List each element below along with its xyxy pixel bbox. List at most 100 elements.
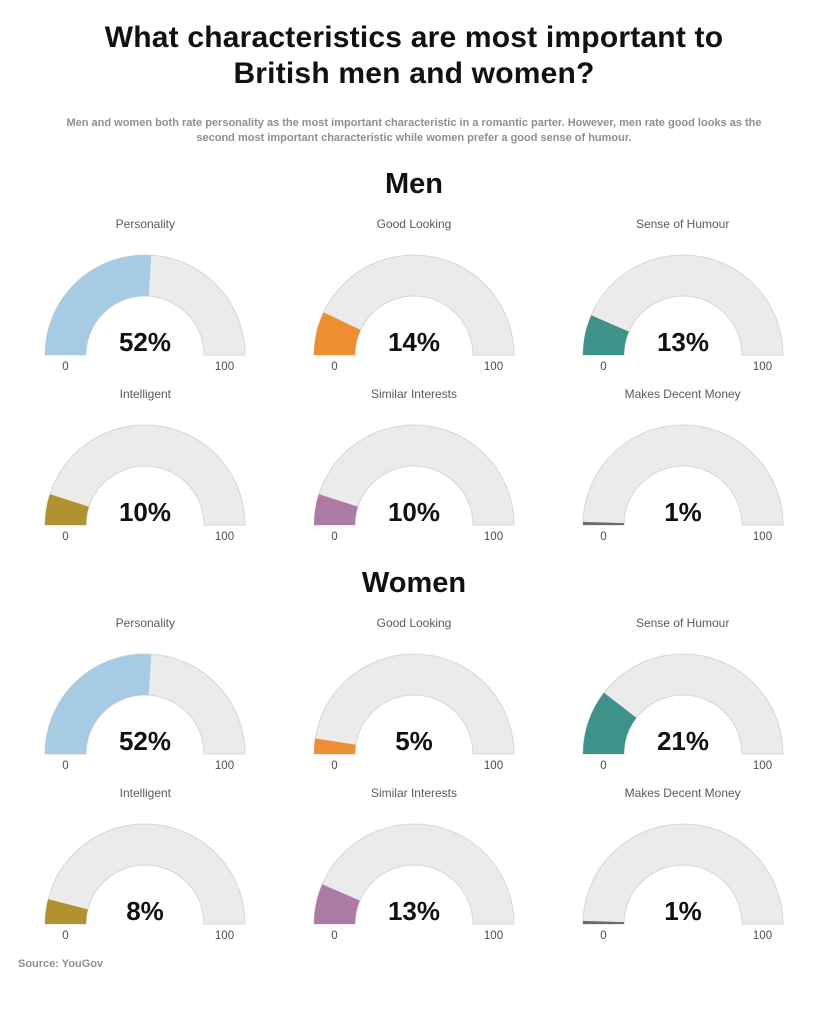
gauge-grid-women: Personality 52% 0 100 Good Looking 5% 0 100 Sens… bbox=[0, 610, 828, 944]
gauge-title: Good Looking bbox=[376, 616, 452, 630]
gauge-axis-max: 100 bbox=[753, 361, 772, 373]
gauge-chart: 10% 0 100 bbox=[313, 424, 515, 543]
gauge-women-intelligent: Intelligent 8% 0 100 bbox=[14, 780, 277, 944]
gauge-axis-max: 100 bbox=[484, 361, 503, 373]
source-credit: Source: YouGov bbox=[18, 958, 104, 970]
gauge-fill bbox=[313, 312, 361, 355]
gauge-men-sense-of-humour: Sense of Humour 13% 0 100 bbox=[551, 211, 814, 375]
gauge-chart: 52% 0 100 bbox=[44, 653, 246, 772]
gauge-title: Intelligent bbox=[119, 786, 172, 800]
gauge-chart: 14% 0 100 bbox=[313, 254, 515, 373]
gauge-men-good-looking: Good Looking 14% 0 100 bbox=[283, 211, 546, 375]
gauge-men-personality: Personality 52% 0 100 bbox=[14, 211, 277, 375]
gauge-axis-min: 0 bbox=[331, 760, 337, 772]
gauge-track bbox=[582, 823, 784, 925]
gauge-axis-max: 100 bbox=[753, 930, 772, 942]
gauge-track bbox=[582, 424, 784, 526]
gauge-fill bbox=[45, 255, 152, 355]
gauge-fill bbox=[582, 920, 624, 924]
gauge-title: Makes Decent Money bbox=[624, 387, 741, 401]
gauge-axis-max: 100 bbox=[753, 531, 772, 543]
gauge-title: Personality bbox=[115, 616, 176, 630]
gauge-chart: 1% 0 100 bbox=[582, 823, 784, 942]
gauge-fill bbox=[582, 315, 629, 355]
gauge-axis-max: 100 bbox=[215, 361, 234, 373]
gauge-axis-min: 0 bbox=[63, 760, 69, 772]
gauge-axis-max: 100 bbox=[484, 531, 503, 543]
gauge-value: 52% bbox=[119, 327, 171, 357]
gauge-title: Similar Interests bbox=[370, 786, 457, 800]
gauge-axis-min: 0 bbox=[63, 361, 69, 373]
gauge-chart: 10% 0 100 bbox=[44, 424, 246, 543]
gauge-track bbox=[313, 254, 515, 356]
gauge-value: 52% bbox=[119, 726, 171, 756]
gauge-value: 5% bbox=[395, 726, 433, 756]
gauge-axis-min: 0 bbox=[63, 531, 69, 543]
gauge-axis-min: 0 bbox=[600, 361, 606, 373]
gauge-track bbox=[313, 653, 515, 755]
gauge-axis-max: 100 bbox=[484, 930, 503, 942]
gauge-chart: 5% 0 100 bbox=[313, 653, 515, 772]
gauge-value: 13% bbox=[388, 896, 440, 926]
gauge-women-good-looking: Good Looking 5% 0 100 bbox=[283, 610, 546, 774]
gauge-track bbox=[44, 424, 246, 526]
gauge-axis-max: 100 bbox=[215, 930, 234, 942]
gauge-chart: 8% 0 100 bbox=[44, 823, 246, 942]
gauge-axis-min: 0 bbox=[63, 930, 69, 942]
gauge-value: 13% bbox=[657, 327, 709, 357]
gauge-fill bbox=[45, 494, 90, 525]
gauge-value: 14% bbox=[388, 327, 440, 357]
gauge-fill bbox=[582, 692, 637, 754]
gauge-track bbox=[582, 653, 784, 755]
gauge-axis-min: 0 bbox=[600, 930, 606, 942]
gauge-men-similar-interests: Similar Interests 10% 0 100 bbox=[283, 381, 546, 545]
gauge-women-similar-interests: Similar Interests 13% 0 100 bbox=[283, 780, 546, 944]
gauge-title: Intelligent bbox=[119, 387, 172, 401]
gauge-chart: 13% 0 100 bbox=[313, 823, 515, 942]
gauge-track bbox=[313, 424, 515, 526]
gauge-men-makes-decent-money: Makes Decent Money 1% 0 100 bbox=[551, 381, 814, 545]
gauge-value: 10% bbox=[388, 497, 440, 527]
gauge-axis-min: 0 bbox=[331, 531, 337, 543]
gauge-sections: Men Personality 52% 0 100 Good Looking 14% 0 100… bbox=[0, 168, 828, 944]
gauge-chart: 1% 0 100 bbox=[582, 424, 784, 543]
gauge-value: 8% bbox=[127, 896, 165, 926]
gauge-chart: 52% 0 100 bbox=[44, 254, 246, 373]
gauge-value: 10% bbox=[119, 497, 171, 527]
gauge-axis-max: 100 bbox=[215, 760, 234, 772]
gauge-axis-min: 0 bbox=[600, 760, 606, 772]
gauge-track bbox=[44, 823, 246, 925]
gauge-title: Sense of Humour bbox=[635, 217, 730, 231]
gauge-women-makes-decent-money: Makes Decent Money 1% 0 100 bbox=[551, 780, 814, 944]
gauge-women-personality: Personality 52% 0 100 bbox=[14, 610, 277, 774]
gauge-title: Makes Decent Money bbox=[624, 786, 741, 800]
gauge-chart: 21% 0 100 bbox=[582, 653, 784, 772]
gauge-axis-min: 0 bbox=[600, 531, 606, 543]
gauge-title: Sense of Humour bbox=[635, 616, 730, 630]
gauge-fill bbox=[45, 899, 89, 924]
gauge-fill bbox=[313, 738, 356, 754]
section-men: Men Personality 52% 0 100 Good Looking 14% 0 100… bbox=[0, 168, 828, 545]
gauge-track bbox=[313, 823, 515, 925]
gauge-title: Good Looking bbox=[376, 217, 452, 231]
section-women: Women Personality 52% 0 100 Good Looking 5% 0 10… bbox=[0, 567, 828, 944]
gauge-axis-max: 100 bbox=[484, 760, 503, 772]
section-title-men: Men bbox=[385, 168, 443, 200]
gauge-fill bbox=[45, 654, 152, 754]
gauge-track bbox=[582, 254, 784, 356]
gauge-grid-men: Personality 52% 0 100 Good Looking 14% 0 100 Sen… bbox=[0, 211, 828, 545]
gauge-title: Personality bbox=[115, 217, 176, 231]
gauge-value: 21% bbox=[657, 726, 709, 756]
gauge-value: 1% bbox=[664, 497, 702, 527]
gauge-axis-min: 0 bbox=[331, 361, 337, 373]
gauge-title: Similar Interests bbox=[370, 387, 457, 401]
gauge-axis-min: 0 bbox=[331, 930, 337, 942]
gauge-fill bbox=[313, 884, 360, 924]
gauge-women-sense-of-humour: Sense of Humour 21% 0 100 bbox=[551, 610, 814, 774]
gauge-axis-max: 100 bbox=[753, 760, 772, 772]
gauge-men-intelligent: Intelligent 10% 0 100 bbox=[14, 381, 277, 545]
gauge-axis-max: 100 bbox=[215, 531, 234, 543]
gauge-fill bbox=[582, 521, 624, 525]
gauge-fill bbox=[313, 494, 358, 525]
page-title: What characteristics are most important … bbox=[104, 21, 724, 90]
